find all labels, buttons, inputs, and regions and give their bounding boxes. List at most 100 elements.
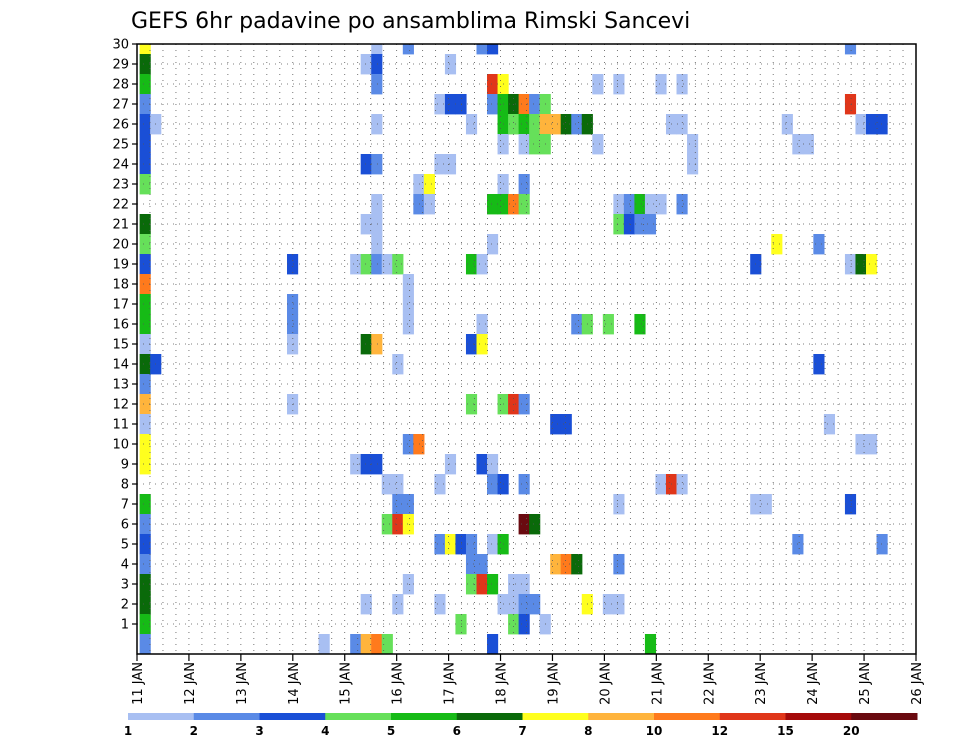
x-tick-label: 14 JAN: [287, 662, 302, 705]
heatmap-cell: [423, 194, 435, 215]
heatmap-cell: [518, 94, 530, 115]
heatmap-cell: [371, 334, 383, 355]
heatmap-cell: [613, 554, 625, 575]
x-tick-label: 11 JAN: [131, 662, 146, 705]
heatmap-cell: [855, 114, 867, 135]
heatmap-cell: [139, 574, 151, 595]
y-tick-label: 22: [112, 198, 129, 213]
heatmap-cell: [371, 44, 383, 55]
heatmap-cell: [360, 254, 372, 275]
y-tick-label: 28: [112, 78, 129, 93]
heatmap-cell: [560, 114, 572, 135]
colorbar-label: 1: [124, 724, 132, 738]
heatmap-cell: [487, 74, 499, 95]
heatmap-cell: [139, 174, 151, 195]
heatmap-cell: [360, 454, 372, 475]
heatmap-cell: [487, 234, 499, 255]
heatmap-cell: [465, 554, 478, 575]
heatmap-cell: [139, 134, 151, 155]
heatmap-cell: [876, 534, 888, 555]
heatmap-cell: [655, 74, 667, 95]
heatmap-cell: [139, 94, 151, 115]
colorbar-swatch: [325, 713, 392, 720]
heatmap-cell: [360, 334, 372, 355]
heatmap-cell: [487, 534, 499, 555]
heatmap-cell: [487, 44, 499, 55]
heatmap-cell: [465, 394, 478, 415]
y-tick-label: 23: [112, 178, 129, 193]
colorbar-swatch: [588, 713, 655, 720]
heatmap-cell: [139, 214, 151, 235]
heatmap-cell: [781, 114, 793, 135]
heatmap-cell: [529, 134, 541, 155]
heatmap-cell: [444, 454, 457, 475]
heatmap-cell: [529, 514, 541, 535]
colorbar-label: 7: [518, 724, 526, 738]
heatmap-cell: [402, 44, 414, 55]
heatmap-cell: [444, 94, 457, 115]
heatmap-cell: [866, 114, 878, 135]
heatmap-cell: [855, 434, 867, 455]
y-tick-label: 18: [112, 278, 129, 293]
x-tick-label: 20 JAN: [598, 662, 613, 705]
heatmap-cell: [139, 554, 151, 575]
heatmap-cell: [644, 194, 657, 215]
heatmap-cell: [676, 114, 688, 135]
heatmap-cell: [139, 74, 151, 95]
heatmap-cell: [392, 514, 404, 535]
heatmap-cell: [634, 314, 646, 335]
y-tick-label: 7: [121, 498, 129, 513]
colorbar-swatch: [719, 713, 786, 720]
heatmap-cell: [465, 254, 478, 275]
heatmap-cell: [465, 574, 478, 595]
y-tick-label: 20: [112, 238, 129, 253]
heatmap-cells: [139, 44, 888, 655]
heatmap-cell: [518, 474, 530, 495]
y-tick-label: 17: [112, 298, 129, 313]
heatmap-cell: [644, 214, 657, 235]
heatmap-cell: [550, 114, 562, 135]
chart-title: GEFS 6hr padavine po ansamblima Rimski S…: [131, 9, 690, 34]
colorbar-swatch: [193, 713, 260, 720]
heatmap-cell: [634, 214, 646, 235]
heatmap-cell: [434, 474, 446, 495]
heatmap-cell: [813, 234, 825, 255]
y-tick-label: 15: [112, 338, 129, 353]
heatmap-cell: [676, 474, 688, 495]
heatmap-cell: [687, 134, 699, 155]
colorbar-label: 4: [321, 724, 329, 738]
heatmap-cell: [487, 94, 499, 115]
heatmap-cell: [139, 614, 151, 635]
y-tick-label: 4: [121, 558, 129, 573]
heatmap-cell: [139, 534, 151, 555]
heatmap-cell: [518, 594, 530, 615]
y-tick-label: 29: [112, 58, 129, 73]
heatmap-cell: [434, 94, 446, 115]
heatmap-cell: [444, 54, 457, 75]
heatmap-cell: [476, 574, 488, 595]
y-tick-label: 14: [112, 358, 129, 373]
x-tick-label: 21 JAN: [650, 662, 665, 705]
colorbar-label: 3: [255, 724, 263, 738]
heatmap-cell: [413, 434, 425, 455]
heatmap-cell: [139, 394, 151, 415]
heatmap-cell: [360, 594, 372, 615]
x-tick-label: 19 JAN: [546, 662, 561, 705]
heatmap-cell: [371, 154, 383, 175]
heatmap-cell: [381, 514, 393, 535]
plot-frame: [136, 43, 917, 655]
heatmap-cell: [360, 154, 372, 175]
heatmap-cell: [350, 254, 362, 275]
colorbar-swatch: [259, 713, 326, 720]
heatmap-cell: [613, 194, 625, 215]
heatmap-cell: [139, 494, 151, 515]
heatmap-cell: [392, 494, 404, 515]
colorbar-label: 2: [190, 724, 198, 738]
colorbar-swatch: [654, 713, 721, 720]
y-tick-label: 13: [112, 378, 129, 393]
heatmap-cell: [360, 214, 372, 235]
heatmap-cell: [139, 594, 151, 615]
heatmap-cell: [360, 54, 372, 75]
heatmap-cell: [529, 114, 541, 135]
heatmap-cell: [371, 634, 383, 655]
